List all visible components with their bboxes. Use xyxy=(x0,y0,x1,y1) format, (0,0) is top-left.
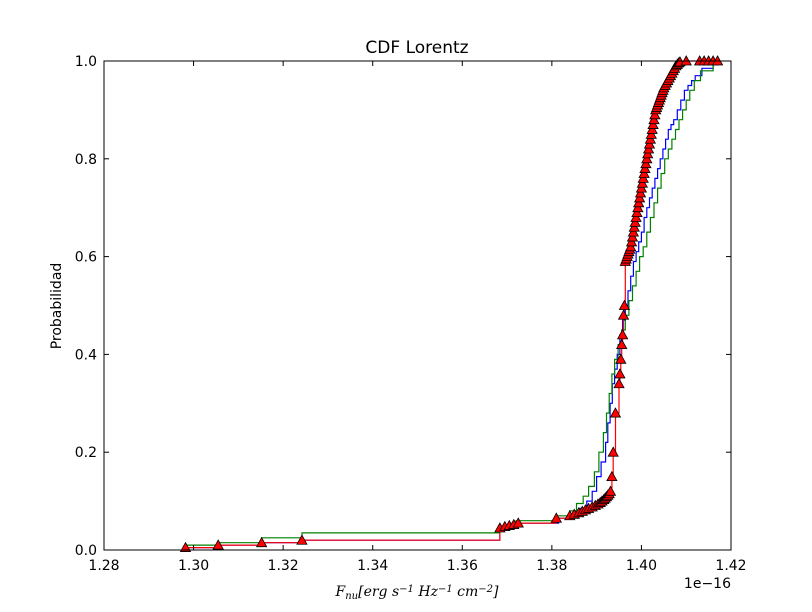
data-point-marker xyxy=(616,338,628,350)
data-point-marker xyxy=(255,536,268,548)
data-point-marker xyxy=(613,377,625,389)
data-point-marker xyxy=(617,309,630,320)
x-tick-label: 1.30 xyxy=(178,558,209,574)
y-tick-label: 0.6 xyxy=(75,250,97,266)
series-layer xyxy=(179,55,724,552)
data-point-marker xyxy=(296,534,308,545)
data-point-marker xyxy=(512,517,524,528)
data-point-marker xyxy=(616,329,629,340)
y-tick-label: 0.4 xyxy=(75,347,97,363)
y-tick-label: 0.0 xyxy=(75,543,97,559)
data-point-marker xyxy=(212,539,224,550)
data-point-marker xyxy=(618,299,631,310)
data-point-marker xyxy=(609,407,622,418)
data-point-marker xyxy=(615,353,627,364)
y-tick-label: 0.2 xyxy=(75,445,97,461)
data-point-marker xyxy=(179,541,192,552)
x-tick-label: 1.32 xyxy=(268,558,299,574)
x-tick-label: 1.38 xyxy=(536,558,567,574)
x-tick-label: 1.40 xyxy=(626,558,657,574)
x-tick-label: 1.36 xyxy=(447,558,478,574)
chart-title: CDF Lorentz xyxy=(365,38,468,58)
x-tick-label: 1.34 xyxy=(357,558,388,574)
data-point-marker xyxy=(604,485,617,496)
y-axis: 0.0 0.2 0.4 0.6 0.8 1.0 xyxy=(75,54,731,559)
data-point-marker xyxy=(550,512,563,523)
y-tick-label: 1.0 xyxy=(75,54,97,70)
plot-background xyxy=(104,61,731,550)
x-tick-label: 1.42 xyxy=(715,558,746,574)
x-tick-label: 1.28 xyxy=(88,558,119,574)
x-axis: 1.28 1.30 1.32 1.34 1.36 1.38 1.40 1.42 xyxy=(88,61,747,574)
data-point-marker xyxy=(614,368,626,379)
x-offset-label: 1e−16 xyxy=(684,576,731,592)
plot-area xyxy=(103,55,732,552)
y-axis-label: Probabilidad xyxy=(49,263,65,350)
y-tick-label: 0.8 xyxy=(75,152,97,168)
plot-border xyxy=(103,60,732,551)
data-point-marker xyxy=(606,470,618,482)
x-axis-label: Fnu[erg s−1 Hz−1 cm−2] xyxy=(335,584,500,602)
data-point-marker xyxy=(607,446,619,457)
